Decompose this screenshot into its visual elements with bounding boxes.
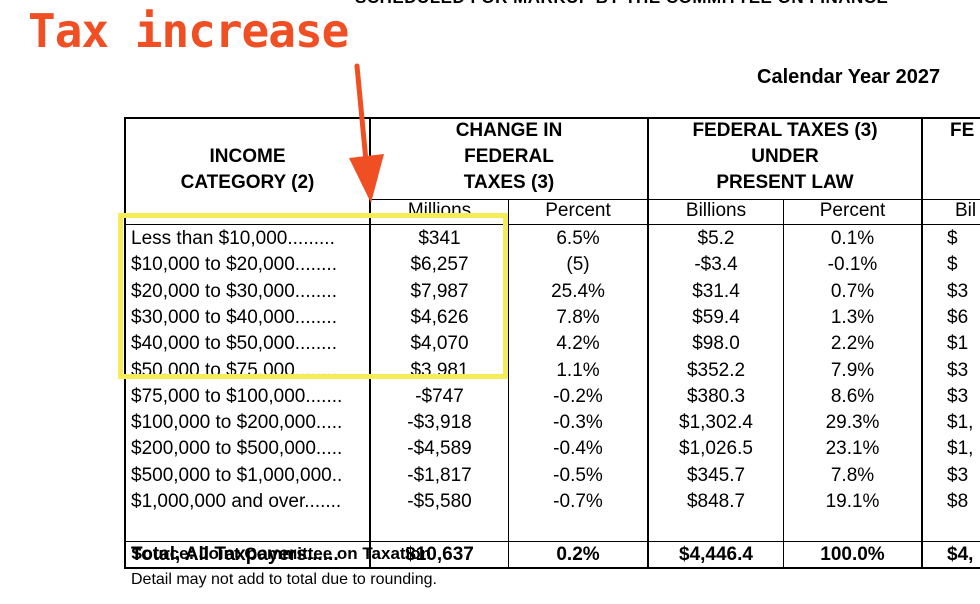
cell-present-billions: $31.4 — [692, 280, 740, 302]
cell-change-percent: (5) — [566, 254, 590, 276]
cell-present-billions: $1,026.5 — [679, 438, 753, 460]
cell-change-percent: 4.2% — [556, 333, 600, 355]
header-income-category: INCOME CATEGORY (2) — [180, 146, 315, 193]
cell-cut-column: $3 — [947, 385, 969, 407]
cell-change-millions: -$5,580 — [407, 491, 472, 512]
cell-present-billions: -$3.4 — [694, 254, 738, 276]
tax-increase-annotation: Tax increase — [28, 4, 349, 58]
cell-present-percent: 23.1% — [825, 438, 880, 460]
cell-change-millions: $341 — [418, 228, 461, 249]
cell-present-percent: 0.7% — [830, 280, 875, 302]
subheader-top-line — [369, 199, 980, 200]
cell-cut-column: $3 — [947, 464, 969, 486]
cell-income-category: $100,000 to $200,000..... — [131, 412, 343, 434]
cell-income-category: $75,000 to $100,000....... — [131, 385, 343, 407]
cell-present-billions: $345.7 — [686, 464, 746, 486]
subcolumn-divider — [508, 199, 509, 569]
cell-change-percent: -0.4% — [553, 438, 603, 460]
cell-present-percent: 1.3% — [830, 306, 875, 328]
document-heading: SCHEDULED FOR MARKUP BY THE COMMITTEE ON… — [355, 0, 888, 8]
column-divider — [369, 117, 371, 569]
cell-change-millions: -$1,817 — [407, 464, 472, 486]
cell-change-percent: -0.5% — [553, 464, 603, 486]
calendar-year-label: Calendar Year 2027 — [757, 66, 941, 88]
column-divider — [921, 117, 923, 569]
header-cut-column: FE — [950, 120, 975, 141]
cell-present-percent: -0.1% — [827, 254, 878, 276]
subheader-billions: Billions — [685, 200, 747, 221]
cell-present-percent: 7.9% — [830, 359, 875, 381]
rounding-note: Detail may not add to total due to round… — [131, 571, 437, 588]
cell-cut-column: $3 — [947, 280, 969, 302]
total-separator-line — [124, 541, 980, 542]
cell-cut-column: $1, — [947, 438, 974, 460]
cell-present-percent: 0.1% — [830, 228, 875, 249]
cell-present-percent: 7.8% — [830, 464, 875, 486]
cell-cut-column: $1 — [947, 333, 969, 355]
cell-income-category: $30,000 to $40,000........ — [131, 306, 337, 328]
cell-present-percent: 100.0% — [820, 544, 885, 565]
column-divider — [647, 117, 649, 569]
cell-cut-column: $ — [947, 228, 958, 249]
cell-cut-column: $4, — [947, 544, 974, 565]
subheader-percent: Percent — [819, 200, 886, 221]
highlight-box — [118, 213, 508, 379]
cell-change-percent: -0.7% — [553, 491, 603, 512]
cell-present-percent: 29.3% — [825, 412, 880, 434]
cell-change-percent: 7.8% — [556, 306, 600, 328]
table-top-border — [124, 117, 980, 119]
cell-change-millions: $10,637 — [405, 544, 474, 565]
cell-present-billions: $59.4 — [692, 306, 740, 328]
cell-present-billions: $380.3 — [686, 385, 746, 407]
cell-present-billions: $352.2 — [686, 359, 746, 381]
cell-income-category: $20,000 to $30,000........ — [131, 280, 337, 302]
subheader-bottom-line — [124, 224, 980, 225]
cell-change-millions: $6,257 — [410, 254, 469, 276]
cell-change-percent: 6.5% — [556, 228, 600, 249]
cell-cut-column: $ — [947, 254, 958, 276]
cell-change-millions: $4,626 — [410, 306, 469, 328]
cell-present-billions: $4,446.4 — [679, 544, 753, 565]
cell-change-percent: 0.2% — [556, 544, 600, 565]
cell-present-billions: $848.7 — [686, 491, 746, 512]
cell-cut-column: $1, — [947, 412, 974, 434]
cell-income-category: Less than $10,000......... — [131, 228, 335, 249]
cell-present-billions: $5.2 — [697, 228, 735, 249]
cell-present-billions: $1,302.4 — [679, 412, 753, 434]
cell-present-percent: 2.2% — [830, 333, 875, 355]
subcolumn-divider — [783, 199, 784, 569]
cell-present-percent: 19.1% — [825, 491, 880, 512]
cell-income-category: $10,000 to $20,000........ — [131, 254, 337, 276]
cell-income-category: $40,000 to $50,000........ — [131, 333, 337, 355]
cell-change-millions: $4,070 — [410, 333, 469, 355]
cell-cut-column: $8 — [947, 491, 969, 512]
cell-income-category: $500,000 to $1,000,000.. — [131, 464, 343, 486]
cell-cut-column: $3 — [947, 359, 969, 381]
cell-income-category: Total, All Taxpayers...... — [131, 544, 339, 565]
cell-change-millions: -$3,918 — [407, 412, 472, 434]
cell-income-category: $1,000,000 and over....... — [131, 491, 342, 512]
header-present-law: FEDERAL TAXES (3) UNDER PRESENT LAW — [692, 120, 878, 193]
cell-income-category: $200,000 to $500,000..... — [131, 438, 343, 460]
cell-change-percent: 1.1% — [556, 359, 600, 381]
cell-change-percent: -0.2% — [553, 385, 603, 407]
cell-cut-column: $6 — [947, 306, 969, 328]
cell-present-billions: $98.0 — [692, 333, 740, 355]
table-bottom-border — [124, 567, 980, 569]
cell-change-millions: -$747 — [415, 385, 464, 407]
subheader-cut-billions: Bil — [955, 200, 977, 221]
cell-change-millions: -$4,589 — [407, 438, 472, 460]
source-note: Source: Joint Committee on Taxation — [131, 544, 432, 563]
subheader-percent: Percent — [545, 200, 611, 221]
header-change-federal-taxes: CHANGE IN FEDERAL TAXES (3) — [455, 120, 563, 193]
cell-change-percent: -0.3% — [553, 412, 603, 434]
cell-change-millions: $7,987 — [410, 280, 469, 302]
cell-present-percent: 8.6% — [830, 385, 875, 407]
cell-change-percent: 25.4% — [551, 280, 605, 302]
table-left-border — [124, 117, 126, 569]
